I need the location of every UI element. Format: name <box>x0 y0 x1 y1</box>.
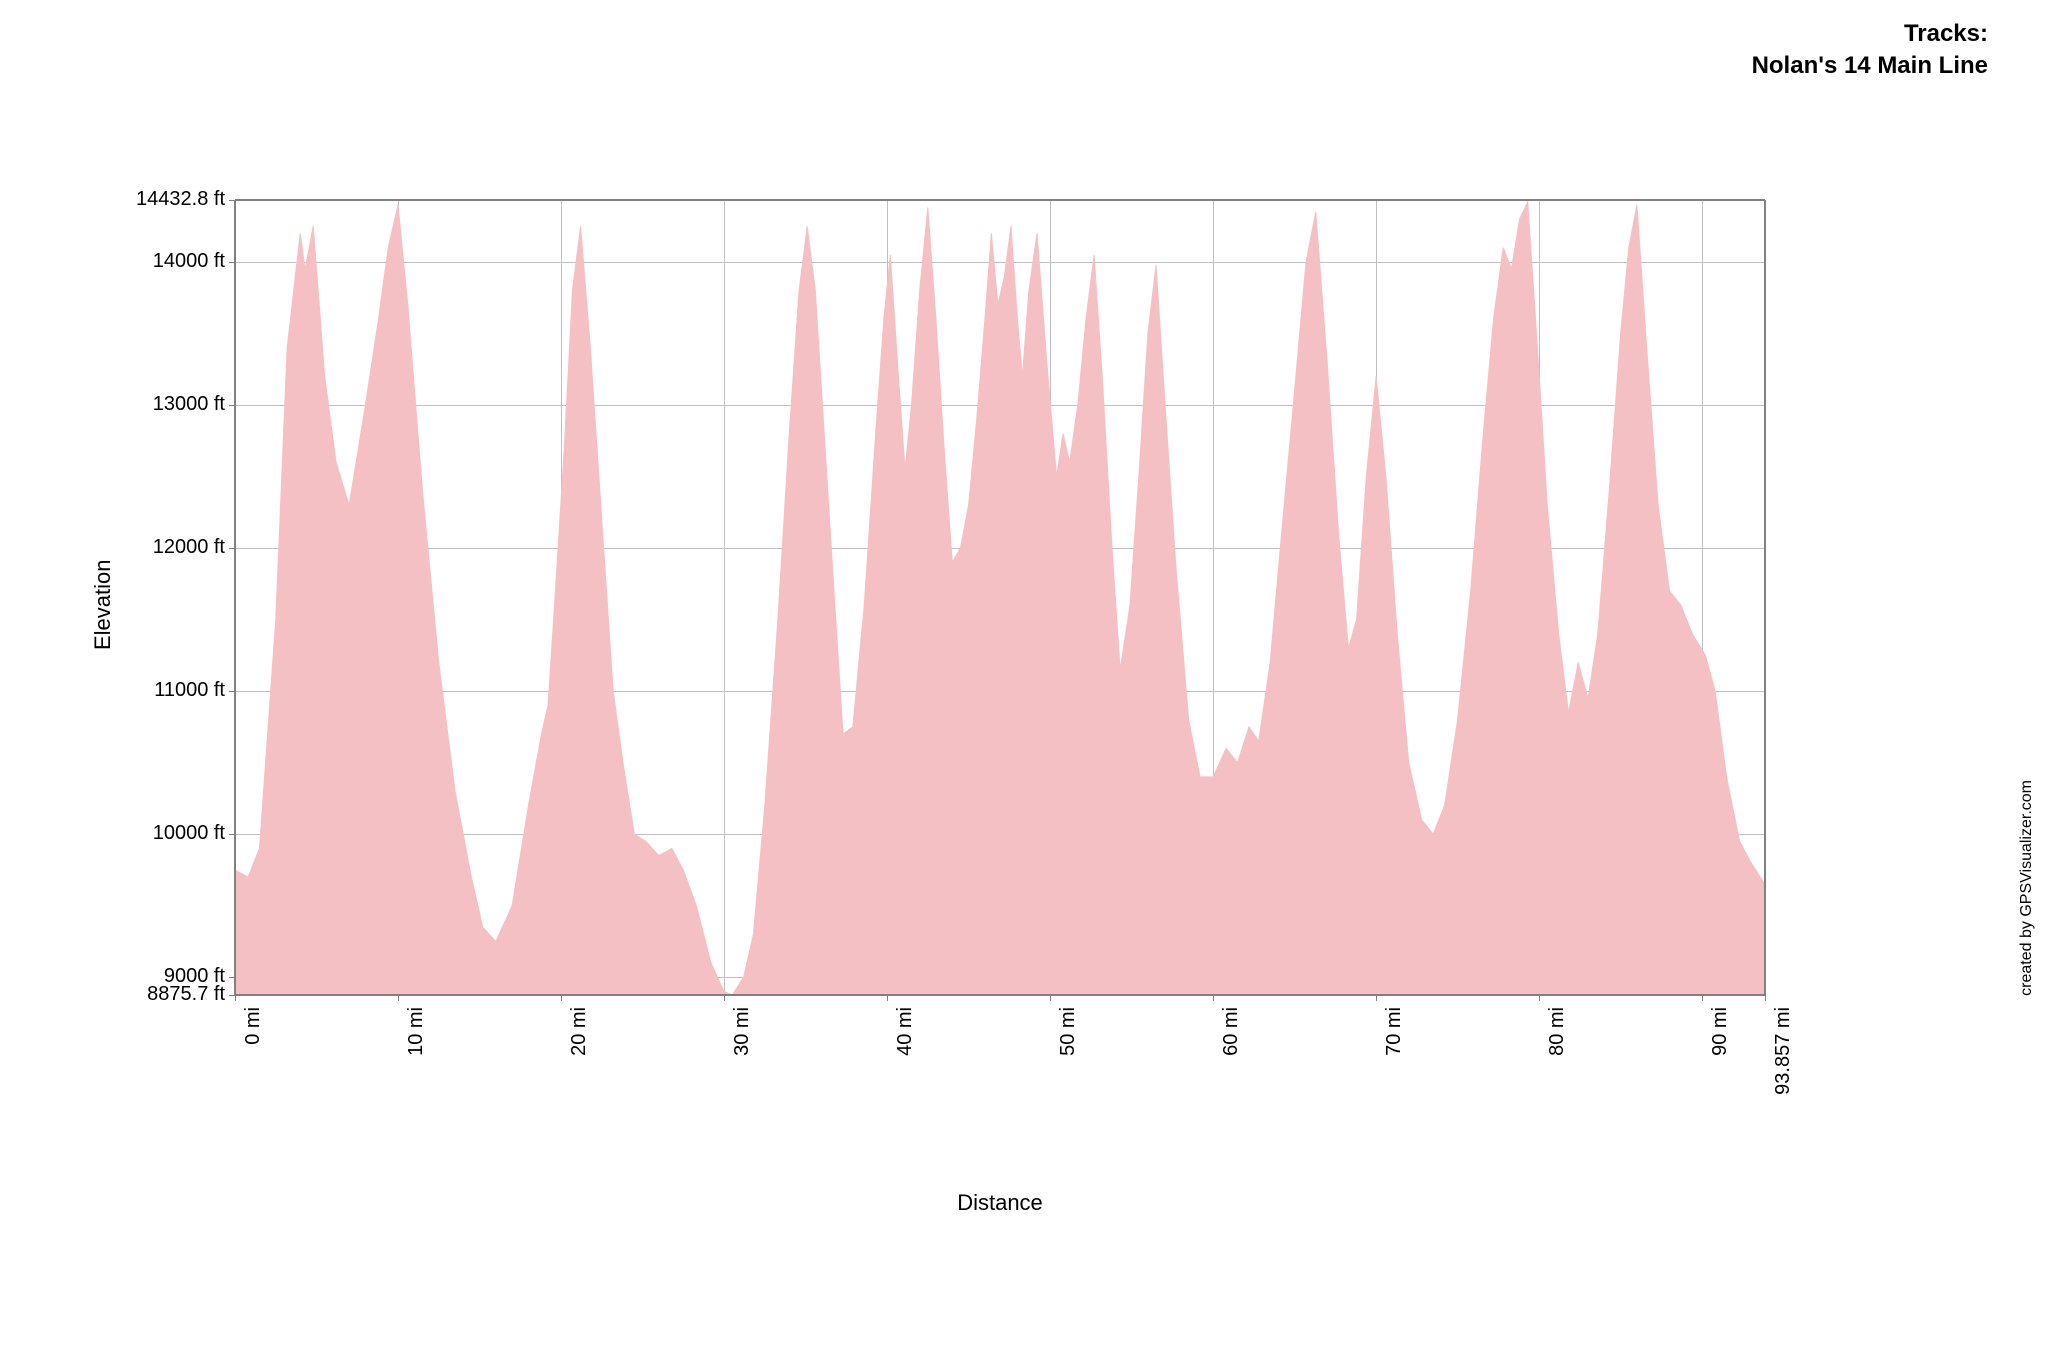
y-tick-mark <box>229 200 235 201</box>
plot-frame-left <box>234 200 236 995</box>
y-tick-label: 14432.8 ft <box>85 188 225 211</box>
x-tick-mark <box>1050 995 1051 1001</box>
x-tick-label: 0 mi <box>242 1007 265 1207</box>
elevation-profile-series <box>235 202 1765 995</box>
chart-title: Tracks: Nolan's 14 Main Line <box>1752 18 1988 83</box>
x-tick-label: 60 mi <box>1220 1007 1243 1207</box>
x-tick-mark <box>235 995 236 1001</box>
x-tick-label: 40 mi <box>894 1007 917 1207</box>
y-tick-label: 13000 ft <box>85 393 225 416</box>
x-tick-mark <box>1539 995 1540 1001</box>
y-tick-label: 14000 ft <box>85 250 225 273</box>
y-tick-mark <box>229 977 235 978</box>
x-tick-label: 50 mi <box>1057 1007 1080 1207</box>
y-axis-title: Elevation <box>90 559 116 650</box>
chart-stage: Tracks: Nolan's 14 Main Line Elevation D… <box>0 0 2048 1365</box>
y-tick-mark <box>229 548 235 549</box>
plot-frame-bottom <box>235 994 1765 996</box>
y-tick-mark <box>229 262 235 263</box>
x-tick-label: 30 mi <box>731 1007 754 1207</box>
x-tick-mark <box>1702 995 1703 1001</box>
x-tick-mark <box>1765 995 1766 1001</box>
x-tick-label: 93.857 mi <box>1772 1007 1795 1207</box>
plot-frame-right <box>1764 200 1766 995</box>
plot-frame-top <box>235 199 1765 201</box>
x-tick-mark <box>398 995 399 1001</box>
chart-title-line1: Tracks: <box>1752 18 1988 50</box>
x-tick-mark <box>1376 995 1377 1001</box>
y-tick-label: 10000 ft <box>85 822 225 845</box>
elevation-area-chart <box>235 200 1765 995</box>
x-tick-label: 80 mi <box>1546 1007 1569 1207</box>
x-tick-mark <box>724 995 725 1001</box>
x-tick-mark <box>1213 995 1214 1001</box>
chart-title-line2: Nolan's 14 Main Line <box>1752 50 1988 82</box>
x-tick-label: 90 mi <box>1709 1007 1732 1207</box>
plot-area <box>235 200 1765 995</box>
x-tick-label: 20 mi <box>568 1007 591 1207</box>
credit-label: created by GPSVisualizer.com <box>2018 780 2036 996</box>
y-tick-label: 11000 ft <box>85 679 225 702</box>
y-tick-mark <box>229 834 235 835</box>
x-tick-label: 10 mi <box>405 1007 428 1207</box>
x-tick-mark <box>561 995 562 1001</box>
y-tick-label: 9000 ft <box>85 965 225 988</box>
y-tick-mark <box>229 691 235 692</box>
y-tick-mark <box>229 405 235 406</box>
x-tick-mark <box>887 995 888 1001</box>
x-tick-label: 70 mi <box>1383 1007 1406 1207</box>
y-tick-label: 12000 ft <box>85 536 225 559</box>
